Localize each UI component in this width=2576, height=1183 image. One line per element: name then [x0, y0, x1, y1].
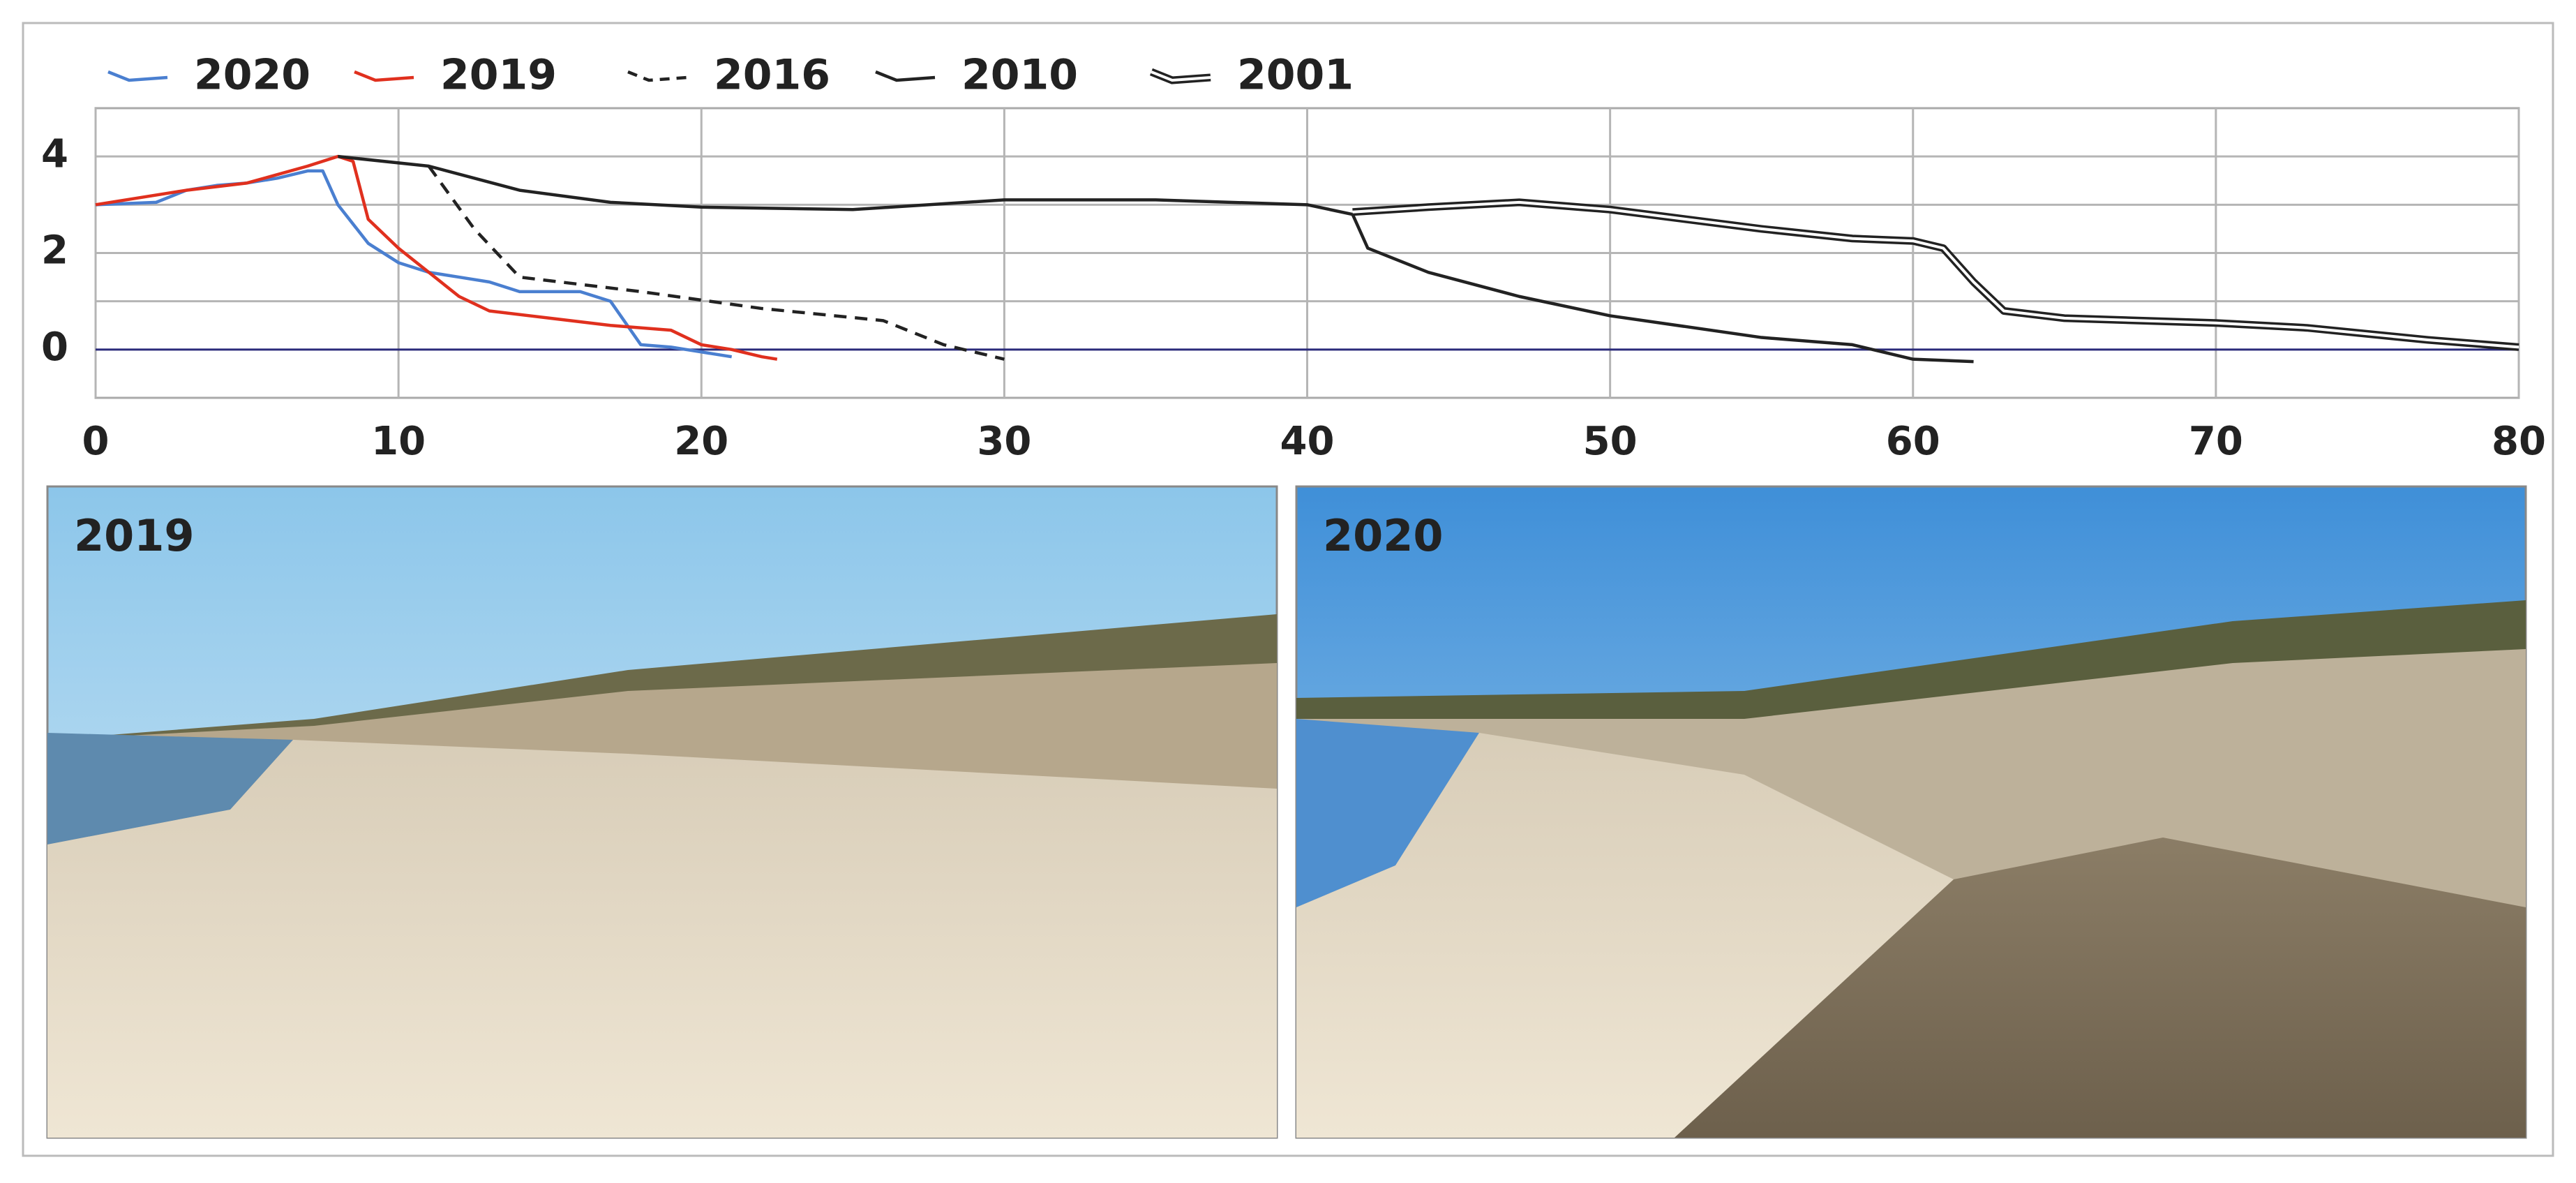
x-tick-label: 60 — [1886, 419, 1940, 464]
legend-swatch — [107, 70, 168, 82]
photo-2019 — [46, 485, 1278, 1139]
line — [95, 154, 778, 361]
x-tick-label: 0 — [82, 419, 110, 464]
legend-label: 2020 — [194, 51, 310, 100]
legend-label: 2010 — [961, 51, 1078, 100]
legend-label: 2016 — [714, 51, 830, 100]
legend-swatch — [627, 70, 688, 82]
legend-label: 2001 — [1237, 51, 1354, 100]
x-tick-label: 70 — [2189, 419, 2243, 464]
x-tick-label: 40 — [1280, 419, 1335, 464]
legend-swatch-inner — [1151, 70, 1211, 82]
x-tick-label: 50 — [1583, 419, 1638, 464]
photo-label: 2019 — [74, 510, 195, 561]
y-tick-label: 2 — [41, 228, 68, 274]
legend-label: 2019 — [440, 51, 557, 100]
x-tick-label: 30 — [977, 419, 1031, 464]
photo-label: 2020 — [1323, 510, 1444, 561]
y-tick-label: 0 — [41, 325, 68, 370]
line-inner — [1352, 200, 2519, 349]
x-tick-label: 80 — [2492, 419, 2546, 464]
x-tick-label: 20 — [674, 419, 728, 464]
legend-swatch — [354, 70, 414, 82]
photo-2020 — [1295, 485, 2527, 1139]
legend-swatch — [875, 70, 936, 82]
line — [338, 154, 1974, 364]
line — [427, 165, 1005, 361]
line — [1352, 198, 2519, 351]
x-tick-label: 10 — [371, 419, 426, 464]
y-tick-label: 4 — [41, 131, 68, 177]
frame — [22, 22, 2554, 1157]
